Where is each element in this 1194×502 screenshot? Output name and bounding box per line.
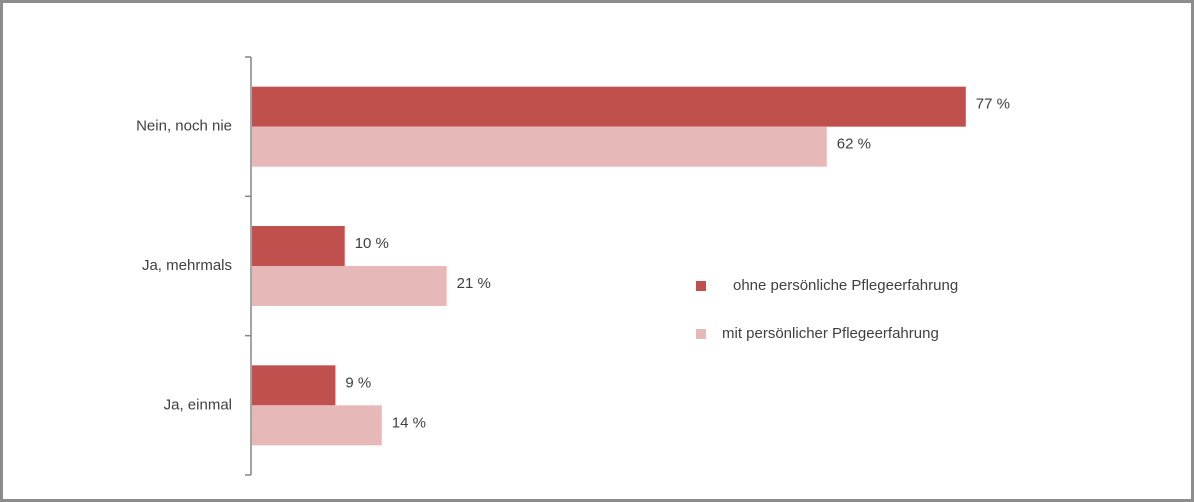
bar [252, 405, 382, 446]
bar [252, 226, 345, 266]
value-label: 9 % [345, 374, 371, 391]
bar [252, 365, 336, 406]
bar [252, 126, 827, 167]
value-label: 62 % [837, 136, 871, 153]
value-label: 14 % [392, 414, 426, 431]
bar [252, 86, 966, 127]
legend-label: mit persönlicher Pflegeerfahrung [722, 325, 939, 342]
legend-label: ohne persönliche Pflegeerfahrung [733, 277, 958, 294]
legend-swatch [696, 329, 706, 339]
category-label: Ja, mehrmals [142, 257, 232, 274]
category-label: Nein, noch nie [136, 118, 232, 135]
category-label: Ja, einmal [164, 396, 232, 413]
legend-swatch [696, 281, 706, 291]
bar [252, 266, 447, 306]
value-label: 10 % [355, 235, 389, 252]
value-label: 77 % [976, 96, 1010, 113]
value-label: 21 % [457, 275, 491, 292]
